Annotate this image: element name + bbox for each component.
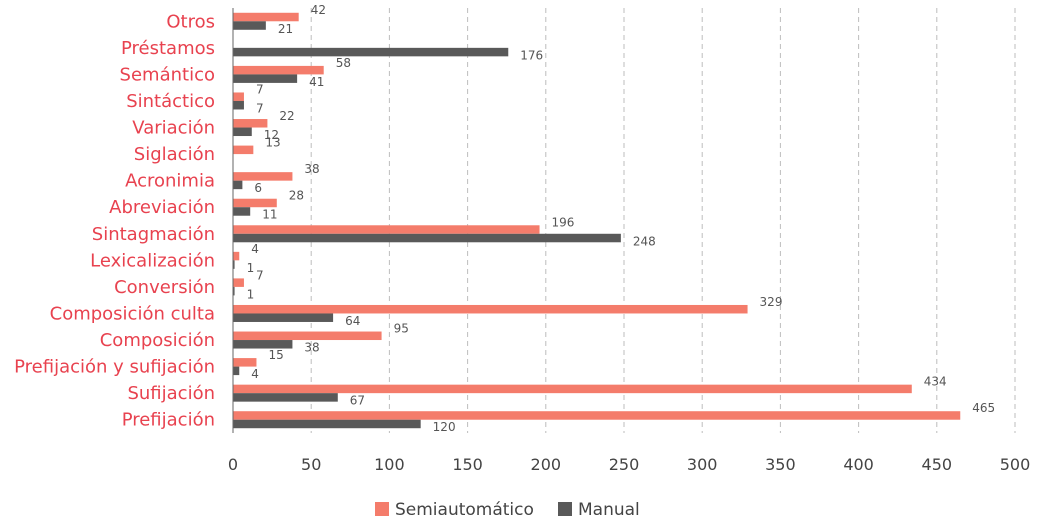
manual-value-label: 7 — [256, 101, 264, 115]
semiautomatico-bar — [233, 92, 244, 101]
semiautomatico-bar — [233, 384, 912, 394]
legend: Semiautomático Manual — [375, 500, 640, 520]
category-label: Siglación — [134, 144, 215, 165]
grid-lines — [310, 8, 1016, 433]
semiautomatico-value-label: 95 — [394, 322, 409, 336]
manual-bar — [233, 47, 509, 57]
legend-swatch-semiautomatico — [375, 502, 389, 516]
category-label: Lexicalización — [90, 250, 215, 271]
category-label: Conversión — [114, 277, 215, 298]
data-labels: 4221176584177221213386281119624841713296… — [247, 3, 996, 434]
semiautomatico-bar — [233, 65, 324, 75]
legend-swatch-manual — [558, 502, 572, 516]
x-tick-250: 250 — [609, 455, 640, 474]
manual-bar — [233, 366, 240, 376]
manual-bar — [233, 180, 243, 190]
manual-bar — [233, 419, 421, 429]
manual-value-label: 38 — [304, 341, 319, 355]
manual-bar — [233, 313, 334, 322]
semiautomatico-bar — [233, 331, 382, 341]
semiautomatico-value-label: 15 — [268, 348, 283, 362]
semiautomatico-value-label: 329 — [760, 295, 783, 309]
semiautomatico-value-label: 196 — [552, 215, 575, 229]
x-tick-150: 150 — [452, 455, 483, 474]
manual-value-label: 176 — [520, 48, 543, 62]
semiautomatico-value-label: 22 — [279, 109, 294, 123]
semiautomatico-bar — [233, 304, 748, 314]
bars — [233, 12, 961, 429]
manual-value-label: 64 — [345, 314, 360, 328]
manual-bar — [233, 21, 266, 30]
semiautomatico-value-label: 38 — [304, 162, 319, 176]
manual-bar — [233, 74, 298, 83]
semiautomatico-value-label: 7 — [256, 268, 264, 282]
x-tick-350: 350 — [765, 455, 796, 474]
manual-bar — [233, 340, 293, 349]
manual-bar — [233, 393, 338, 402]
semiautomatico-bar — [233, 251, 240, 261]
manual-value-label: 67 — [350, 394, 365, 408]
x-tick-50: 50 — [301, 455, 321, 474]
category-label: Sintáctico — [126, 91, 215, 112]
category-label: Semántico — [120, 64, 215, 85]
manual-bar — [233, 260, 235, 269]
x-tick-labels: 0 50 100 150 200 250 300 350 400 450 500 — [228, 455, 1030, 474]
manual-value-label: 12 — [264, 128, 279, 142]
semiautomatico-value-label: 42 — [311, 3, 326, 17]
manual-value-label: 1 — [247, 287, 255, 301]
manual-bar — [233, 100, 244, 110]
category-label: Composición culta — [50, 303, 215, 324]
x-tick-0: 0 — [228, 455, 238, 474]
semiautomatico-value-label: 28 — [289, 189, 304, 203]
manual-bar — [233, 233, 621, 243]
semiautomatico-value-label: 465 — [972, 401, 995, 415]
category-label: Sintagmación — [92, 224, 215, 245]
category-label: Sufijación — [127, 383, 215, 404]
semiautomatico-bar — [233, 411, 961, 420]
category-label: Composición — [100, 330, 215, 351]
manual-value-label: 4 — [251, 367, 259, 381]
semiautomatico-bar — [233, 119, 268, 128]
category-label: Variación — [132, 118, 215, 139]
manual-bar — [233, 127, 252, 137]
semiautomatico-value-label: 434 — [924, 375, 947, 389]
semiautomatico-value-label: 58 — [336, 56, 351, 70]
manual-value-label: 120 — [433, 420, 456, 434]
semiautomatico-bar — [233, 225, 540, 234]
semiautomatico-bar — [233, 278, 244, 287]
x-tick-200: 200 — [531, 455, 562, 474]
semiautomatico-bar — [233, 358, 257, 367]
semiautomatico-value-label: 4 — [251, 242, 259, 256]
manual-value-label: 41 — [309, 75, 324, 89]
x-tick-100: 100 — [374, 455, 405, 474]
semiautomatico-bar — [233, 172, 293, 181]
category-labels: Otros Préstamos Semántico Sintáctico Variaci… — [14, 11, 215, 430]
manual-bar — [233, 286, 235, 296]
category-label: Abreviación — [109, 197, 215, 218]
semiautomatico-bar — [233, 145, 254, 155]
x-tick-500: 500 — [1000, 455, 1031, 474]
category-label: Préstamos — [121, 38, 215, 59]
manual-value-label: 21 — [278, 22, 293, 36]
legend-label-semiautomatico: Semiautomático — [395, 500, 534, 520]
x-tick-400: 400 — [843, 455, 874, 474]
category-label: Prefijación — [122, 410, 215, 431]
category-label: Acronimia — [125, 171, 215, 192]
manual-value-label: 6 — [254, 181, 262, 195]
semiautomatico-value-label: 13 — [265, 136, 280, 150]
legend-label-manual: Manual — [578, 500, 640, 520]
category-label: Prefijación y sufijación — [14, 357, 215, 378]
x-tick-300: 300 — [687, 455, 718, 474]
manual-value-label: 11 — [262, 208, 277, 222]
manual-value-label: 1 — [247, 261, 255, 275]
semiautomatico-bar — [233, 198, 277, 208]
semiautomatico-bar — [233, 12, 299, 22]
category-label: Otros — [166, 11, 215, 32]
manual-bar — [233, 207, 251, 216]
manual-value-label: 248 — [633, 234, 656, 248]
semiautomatico-value-label: 7 — [256, 82, 264, 96]
x-tick-450: 450 — [922, 455, 953, 474]
